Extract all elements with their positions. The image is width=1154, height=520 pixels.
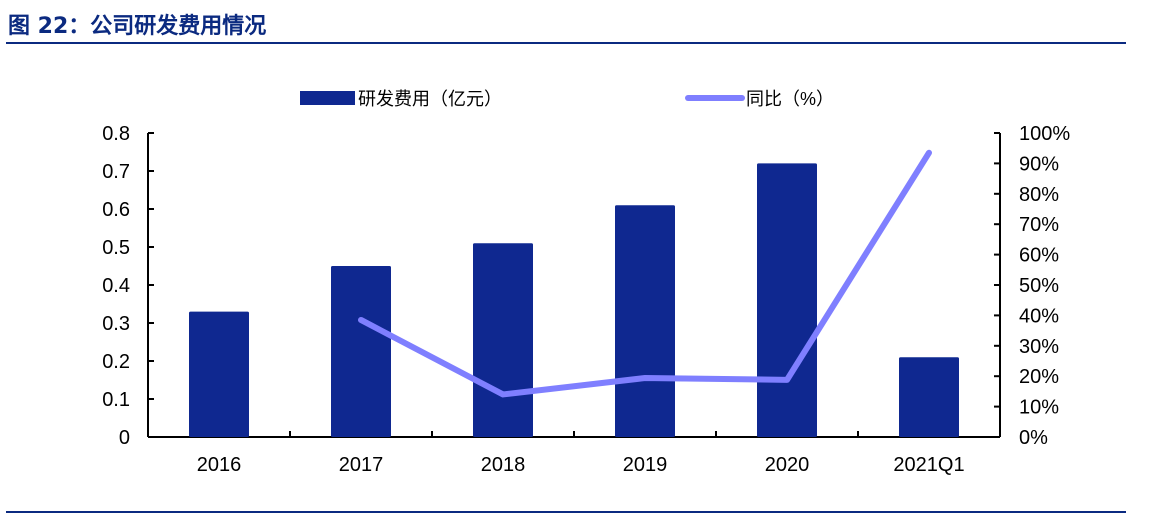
left-tick-label: 0 <box>119 427 130 449</box>
right-tick-label: 50% <box>1019 275 1059 297</box>
x-tick-label: 2016 <box>197 454 242 476</box>
left-tick-label: 0.2 <box>102 351 130 373</box>
legend-bar-label: 研发费用（亿元） <box>358 89 502 109</box>
right-tick-label: 80% <box>1019 184 1059 206</box>
left-tick-label: 0.8 <box>102 123 130 145</box>
legend-bar-swatch <box>300 91 355 105</box>
right-tick-label: 0% <box>1019 427 1048 449</box>
bar-2020 <box>757 163 817 437</box>
bar-2017 <box>331 266 391 437</box>
x-tick-label: 2020 <box>765 454 810 476</box>
bar-2016 <box>189 311 249 437</box>
right-tick-label: 90% <box>1019 153 1059 175</box>
legend-line-label: 同比（%） <box>746 89 834 109</box>
right-tick-label: 70% <box>1019 214 1059 236</box>
left-tick-label: 0.3 <box>102 313 130 335</box>
left-tick-label: 0.6 <box>102 199 130 221</box>
right-tick-label: 20% <box>1019 366 1059 388</box>
figure-title: 图 22：公司研发费用情况 <box>8 14 267 39</box>
x-tick-label: 2021Q1 <box>893 454 964 476</box>
x-tick-label: 2018 <box>481 454 526 476</box>
bar-2019 <box>615 205 675 437</box>
title-divider <box>6 42 1126 44</box>
right-tick-label: 30% <box>1019 336 1059 358</box>
left-tick-label: 0.4 <box>102 275 130 297</box>
right-tick-label: 60% <box>1019 245 1059 267</box>
x-tick-label: 2017 <box>339 454 384 476</box>
right-tick-label: 10% <box>1019 397 1059 419</box>
x-tick-label: 2019 <box>623 454 668 476</box>
left-tick-label: 0.5 <box>102 237 130 259</box>
bar-2021Q1 <box>899 357 959 437</box>
right-tick-label: 40% <box>1019 305 1059 327</box>
left-tick-label: 0.1 <box>102 389 130 411</box>
left-tick-label: 0.7 <box>102 161 130 183</box>
right-tick-label: 100% <box>1019 123 1070 145</box>
bar-2018 <box>473 243 533 437</box>
bottom-divider <box>6 511 1126 513</box>
